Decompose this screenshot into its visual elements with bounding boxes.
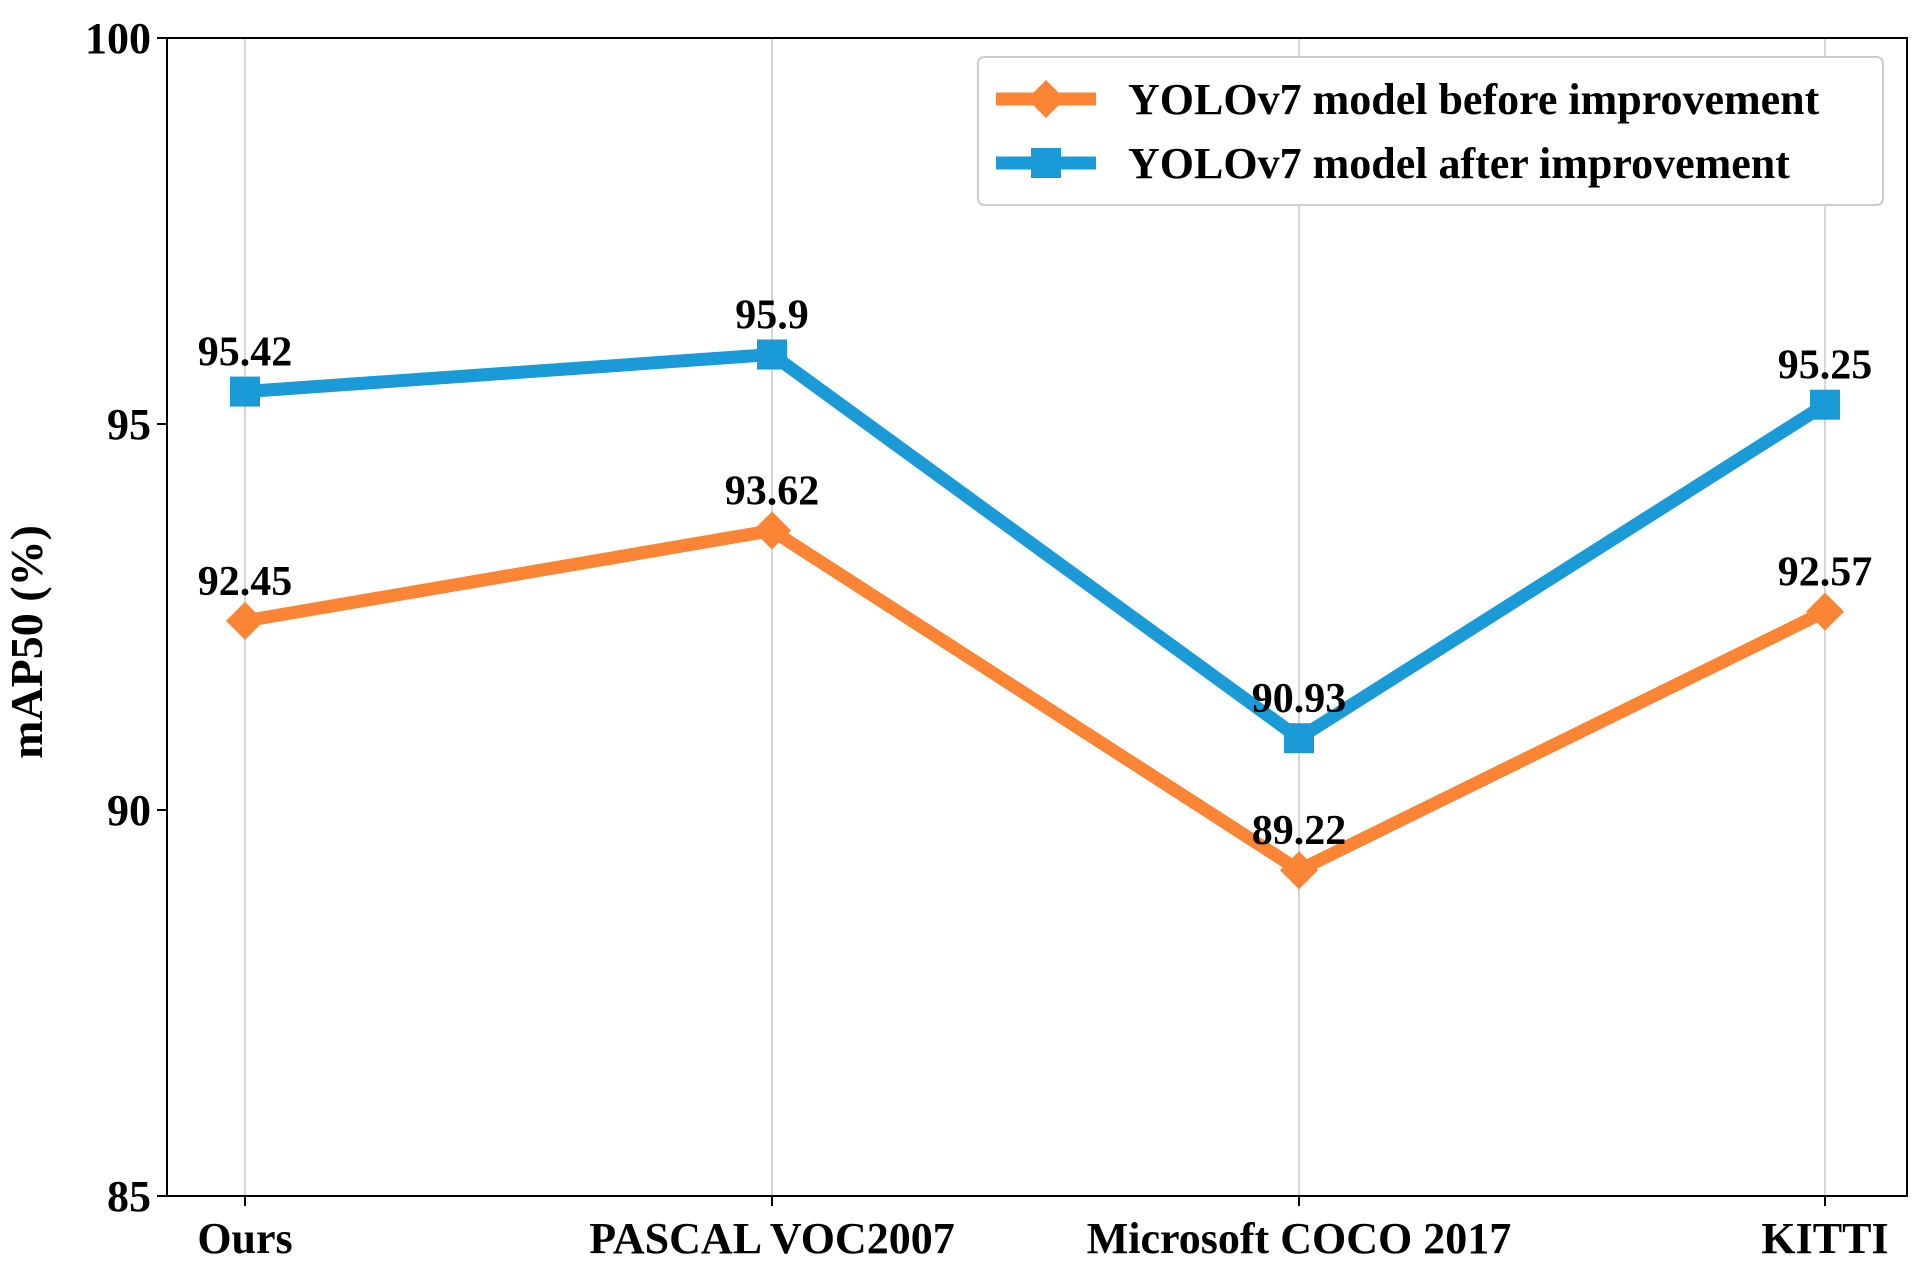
legend-entry: YOLOv7 model before improvement — [996, 75, 1820, 124]
data-point — [753, 511, 791, 550]
y-axis: 85 90 95 100 — [85, 14, 167, 1221]
legend-label: YOLOv7 model after improvement — [1128, 139, 1790, 188]
series-line — [243, 523, 1828, 878]
data-point — [1284, 723, 1314, 754]
legend-entry: YOLOv7 model after improvement — [996, 139, 1790, 188]
y-tick-label: 100 — [85, 14, 151, 63]
data-label: 95.9 — [735, 293, 809, 339]
data-label: 89.22 — [1252, 808, 1347, 854]
x-tick-label: Ours — [197, 1214, 292, 1263]
x-tick-label: PASCAL VOC2007 — [589, 1214, 954, 1263]
data-point — [757, 339, 787, 370]
data-label: 92.45 — [198, 559, 293, 605]
x-tick-label: Microsoft COCO 2017 — [1087, 1214, 1511, 1263]
data-label: 92.57 — [1778, 550, 1873, 596]
y-tick-label: 95 — [107, 400, 151, 449]
data-point — [1810, 389, 1840, 420]
data-point — [1806, 592, 1844, 631]
legend-label: YOLOv7 model before improvement — [1128, 75, 1820, 124]
data-label: 93.62 — [725, 469, 820, 515]
data-label: 95.25 — [1778, 343, 1873, 389]
series-1: 95.42 95.9 90.93 95.25 — [198, 293, 1873, 754]
y-axis-label: mAP50 (%) — [1, 525, 52, 759]
series-0: 92.45 93.62 89.22 92.57 — [198, 469, 1873, 890]
data-point — [226, 601, 264, 640]
data-label: 90.93 — [1252, 676, 1347, 722]
y-tick-label: 85 — [107, 1172, 151, 1221]
x-tick-label: KITTI — [1761, 1214, 1888, 1263]
legend: YOLOv7 model before improvement YOLOv7 mo… — [977, 56, 1884, 206]
legend-swatch-marker — [1031, 148, 1061, 178]
series-layer: 92.45 93.62 89.22 92.57 95.42 95.9 90.93 95.25 — [198, 293, 1873, 890]
x-axis: Ours PASCAL VOC2007 Microsoft COCO 2017 KIT… — [197, 1196, 1889, 1263]
legend-box — [977, 56, 1884, 206]
data-label: 95.42 — [198, 330, 293, 376]
data-point — [1280, 851, 1318, 890]
data-point — [230, 376, 260, 407]
series-line — [244, 347, 1829, 747]
plot-frame — [166, 37, 1908, 1197]
y-tick-label: 90 — [107, 786, 151, 835]
grid — [244, 38, 1826, 1196]
legend-swatch-marker — [1027, 80, 1065, 118]
